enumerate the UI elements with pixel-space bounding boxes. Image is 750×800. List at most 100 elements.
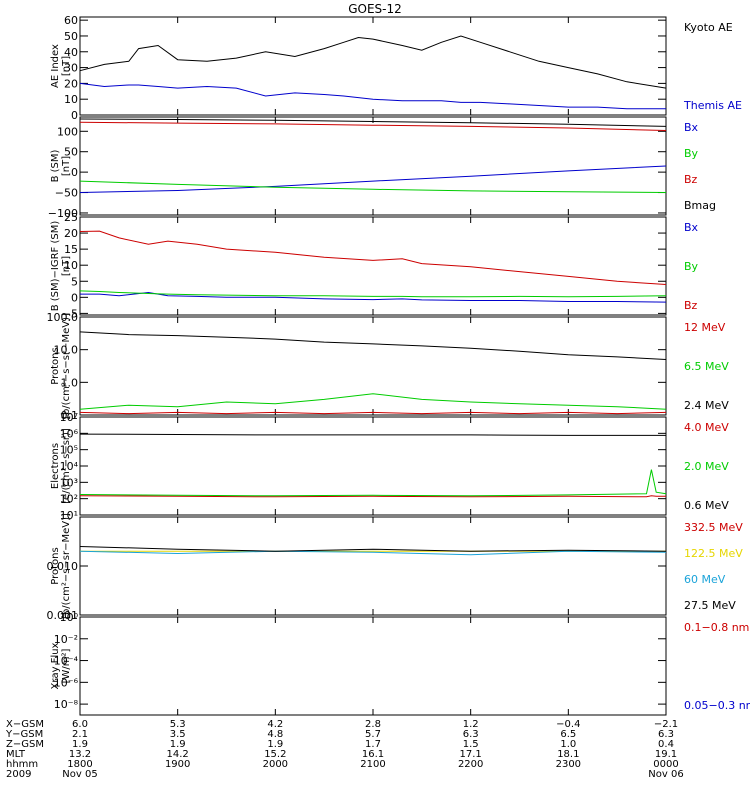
ephemeris-value: 5.3 — [170, 719, 186, 730]
legend-entry: Bmag — [684, 199, 716, 212]
series-line-4-0-mev — [79, 495, 666, 498]
y-tick-label: 0 — [71, 291, 78, 304]
ephemeris-value: 13.2 — [69, 749, 91, 760]
ephemeris-value: 6.5 — [560, 729, 576, 740]
series-line-2-4-mev — [79, 331, 667, 360]
ephemeris-value: 1800 — [67, 759, 92, 770]
y-tick-label: 1.0 — [61, 376, 79, 389]
y-tick-label: 100 — [57, 125, 78, 138]
ephemeris-value: 14.2 — [167, 749, 189, 760]
ephemeris-value: 2.8 — [365, 719, 381, 730]
y-tick-label: 30 — [64, 62, 78, 75]
y-tick-label: 10³ — [60, 476, 78, 489]
ephemeris-row-label: X−GSM — [6, 719, 44, 730]
y-tick-label: 15 — [64, 243, 78, 256]
panel-protons_high: 0.010 0.001 Protons [p/(cm²−s−sr−MeV)] 332.5… — [47, 513, 744, 622]
y-axis-label: B (SM)−IGRF (SM) — [50, 221, 61, 312]
ephemeris-value: 6.3 — [658, 729, 674, 740]
legend-entry: By — [684, 260, 699, 273]
panel-ae: 60 50 40 30 20 10 0 AE Index [nT] Kyoto AE Themis … — [50, 14, 742, 122]
y-tick-label: 10⁰ — [60, 611, 79, 624]
panel-b_sm: 100 50 0 −50 −100 B (SM) [nT] Bx By Bz Bmag — [48, 116, 716, 220]
legend-entry: Themis AE — [683, 99, 742, 112]
y-tick-label: 10¹ — [60, 509, 78, 522]
ephemeris-value: 2.1 — [72, 729, 88, 740]
y-tick-label: 5 — [71, 275, 78, 288]
ephemeris-value: 1.9 — [72, 739, 88, 750]
legend-entry: 2.0 MeV — [684, 460, 729, 473]
ephemeris-value: 0.4 — [658, 739, 674, 750]
y-tick-label: −50 — [55, 187, 78, 200]
ephemeris-value: 2300 — [556, 759, 581, 770]
series-line-bmag — [79, 118, 667, 127]
ephemeris-value: 5.7 — [365, 729, 381, 740]
ephemeris-row-label: Z−GSM — [6, 739, 44, 750]
panel-b_igrf: 25 20 15 10 5 0 −5B (SM)−IGRF (SM) [nT] Bx By Bz — [50, 211, 699, 320]
ephemeris-value: 1.7 — [365, 739, 381, 750]
panel-frame — [79, 416, 667, 516]
ephemeris-row-label: hhmm — [6, 759, 38, 770]
ephemeris-row-label: MLT — [6, 749, 26, 760]
y-tick-label: 20 — [64, 77, 78, 90]
y-tick-label: 100.0 — [47, 311, 79, 324]
ephemeris-value: 15.2 — [264, 749, 286, 760]
y-axis-label: [e/(cm²−s−sr)] — [61, 428, 72, 504]
y-tick-label: 10⁻⁴ — [54, 655, 79, 668]
ephemeris-row-label: Y−GSM — [5, 729, 43, 740]
y-axis-label: [p/(cm²−s−sr−MeV)] — [61, 513, 72, 619]
y-tick-label: 0 — [71, 166, 78, 179]
y-tick-label: 25 — [64, 211, 78, 224]
series-line-by — [79, 180, 667, 193]
ephemeris-value: 1.9 — [267, 739, 283, 750]
y-tick-label: 50 — [64, 146, 78, 159]
y-tick-label: −5 — [62, 307, 78, 320]
ephemeris-value: 2000 — [263, 759, 288, 770]
y-tick-label: 10 — [64, 259, 78, 272]
y-tick-label: 10⁻⁶ — [54, 676, 79, 689]
series-line-6-5-mev — [79, 393, 667, 410]
y-tick-label: 20 — [64, 227, 78, 240]
panel-xray: 10⁰ 10⁻² 10⁻⁴ 10⁻⁶ 10⁻⁸ Xray Flux [W/m²] 0.1−0.… — [50, 611, 750, 716]
legend-entry: 4.0 MeV — [684, 421, 729, 434]
ephemeris-value: 1.0 — [560, 739, 576, 750]
series-line-themis-ae — [79, 82, 666, 110]
ephemeris-value: 4.8 — [267, 729, 283, 740]
y-tick-label: 0.001 — [47, 609, 79, 622]
ephemeris-value: 3.5 — [170, 729, 186, 740]
y-tick-label: 10⁴ — [60, 460, 79, 473]
legend-entry: By — [684, 147, 699, 160]
panel-frame — [79, 516, 667, 616]
ephemeris-value: 17.1 — [460, 749, 482, 760]
y-tick-label: 0.010 — [47, 560, 79, 573]
series-line-kyoto-ae — [79, 35, 667, 89]
y-axis-label: Xray Flux — [50, 642, 61, 689]
ephemeris-value: 16.1 — [362, 749, 384, 760]
panel-frame — [79, 616, 667, 716]
ephemeris-value: 4.2 — [267, 719, 283, 730]
series-line-27-5-mev — [79, 546, 667, 552]
ephemeris-value: −2.1 — [654, 719, 678, 730]
series-line-0-6-mev — [79, 433, 666, 436]
y-tick-label: 10⁷ — [60, 411, 78, 424]
y-tick-label: 10² — [60, 493, 78, 506]
ephemeris-value: 19.1 — [655, 749, 677, 760]
y-axis-label: [p/(cm²−s−sr−MeV)] — [61, 313, 72, 419]
series-line-bx — [79, 165, 667, 193]
y-axis-label: Electrons — [50, 443, 61, 489]
ephemeris-value: 1.5 — [463, 739, 479, 750]
legend-entry: 60 MeV — [684, 573, 726, 586]
y-axis-label: [nT] — [61, 156, 72, 176]
y-tick-label: 50 — [64, 30, 78, 43]
legend-entry: Bx — [684, 221, 699, 234]
ephemeris-value: Nov 05 — [62, 769, 97, 780]
legend-entry: Bx — [684, 121, 699, 134]
ephemeris-value: 1.9 — [170, 739, 186, 750]
legend-entry: 27.5 MeV — [684, 599, 736, 612]
y-tick-label: 10⁻⁸ — [54, 698, 79, 711]
series-line-bz — [79, 121, 667, 131]
legend-entry: 0.6 MeV — [684, 499, 729, 512]
legend-entry: 0.1−0.8 nm — [684, 621, 749, 634]
panel-protons_low: 100.0 10.0 1.0 0.1 Protons [p/(cm²−s−sr−MeV)]… — [47, 311, 730, 422]
